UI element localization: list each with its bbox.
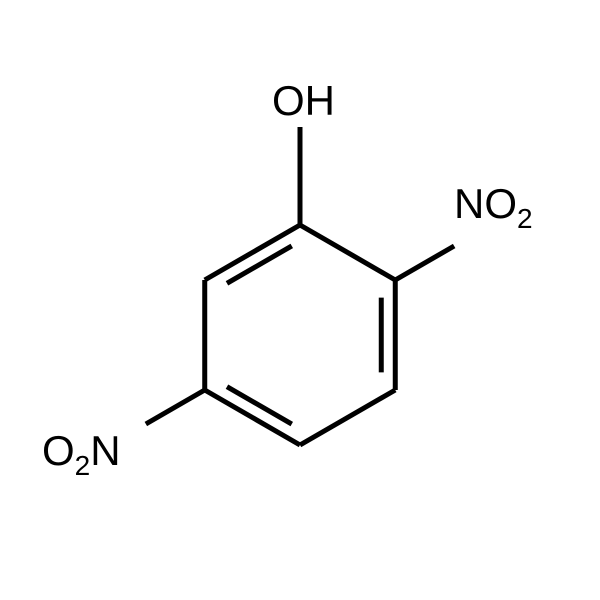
label-no2-left: O2N	[42, 427, 121, 481]
substituent-bonds	[146, 127, 454, 424]
label-oh: OH	[272, 77, 335, 124]
molecule-diagram: OH NO2 O2N	[0, 0, 600, 600]
label-no2-right: NO2	[454, 180, 533, 234]
benzene-ring	[205, 225, 396, 445]
